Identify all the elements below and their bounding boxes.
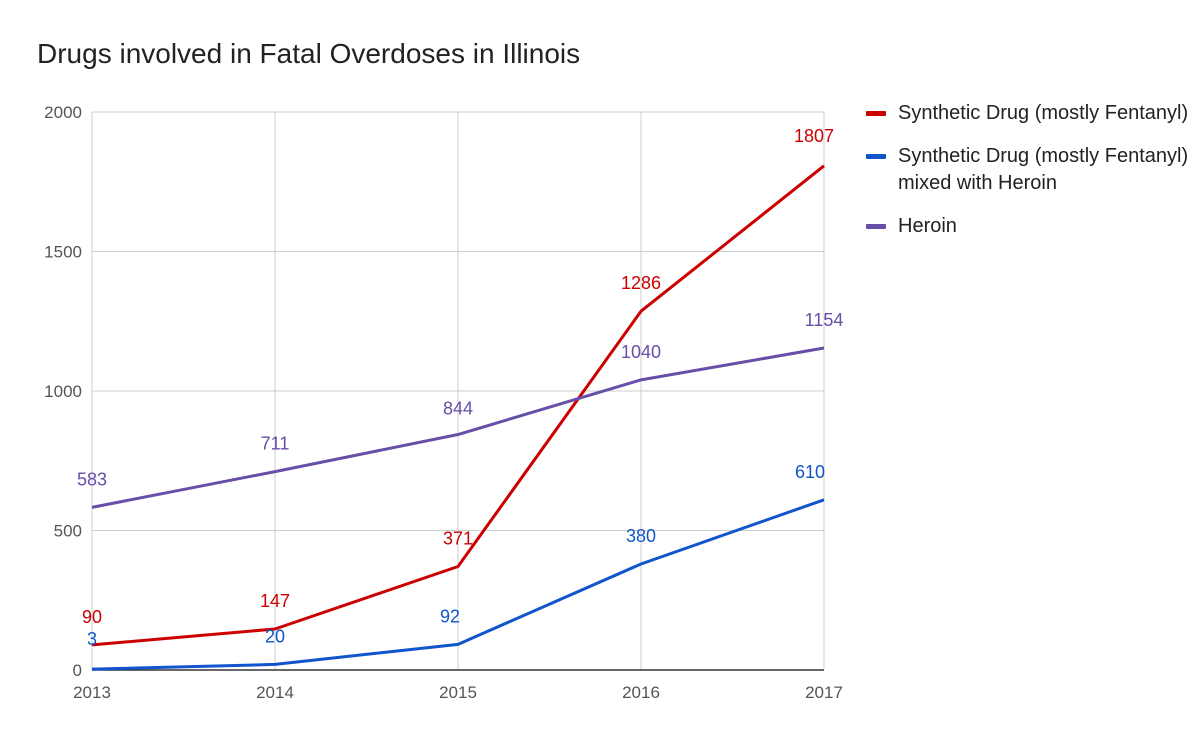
legend-label-synthetic: Synthetic Drug (mostly Fentanyl) [898,102,1189,124]
legend-item-synthetic-heroin[interactable]: Synthetic Drug (mostly Fentanyl) mixed w… [866,143,1196,197]
series-synthetic-data-label: 1286 [621,273,661,293]
y-tick-label: 0 [73,661,82,680]
data-labels: 90 147 371 1286 1807 3 20 92 380 610 583 711 844 1040… [77,126,843,649]
series-synthetic-heroin-line [91,498,825,671]
legend-item-heroin[interactable]: Heroin [866,213,1196,240]
y-tick-label: 500 [54,522,82,541]
grid [91,111,825,670]
y-tick-label: 1500 [44,243,82,262]
series-heroin-data-label: 844 [443,399,473,419]
y-tick-label: 1000 [44,382,82,401]
series-synthetic-data-label: 90 [82,607,102,627]
legend-swatch-synthetic [866,111,886,116]
series-heroin-data-label: 1040 [621,342,661,362]
series-heroin-line [91,346,825,509]
legend-label-heroin: Heroin [898,215,957,237]
x-tick-label: 2017 [805,683,843,702]
series-heroin-data-label: 1154 [805,310,844,330]
legend-label-synthetic-heroin: Synthetic Drug (mostly Fentanyl) mixed w… [898,145,1189,194]
axes: 0 500 1000 1500 2000 2013 2014 2015 2016 2017 [44,103,843,702]
series-synthetic-line [91,164,825,647]
series-heroin-data-label: 711 [261,434,290,454]
series-synthetic-heroin-data-label: 20 [265,626,285,646]
legend-swatch-heroin [866,224,886,229]
series-synthetic-data-label: 147 [260,591,290,611]
legend: Synthetic Drug (mostly Fentanyl) Synthet… [866,100,1196,256]
x-tick-label: 2014 [256,683,294,702]
x-tick-label: 2015 [439,683,477,702]
chart-title: Drugs involved in Fatal Overdoses in Ill… [37,38,581,69]
series-synthetic-heroin-data-label: 380 [626,526,656,546]
series-synthetic-heroin-data-label: 3 [87,629,97,649]
series-heroin-data-label: 583 [77,469,107,489]
legend-swatch-synthetic-heroin [866,154,886,159]
x-tick-label: 2016 [622,683,660,702]
y-tick-label: 2000 [44,103,82,122]
series-lines [91,164,825,671]
legend-item-synthetic[interactable]: Synthetic Drug (mostly Fentanyl) [866,100,1196,127]
x-tick-label: 2013 [73,683,111,702]
series-synthetic-heroin-data-label: 610 [795,462,825,482]
series-synthetic-data-label: 371 [443,528,473,548]
series-synthetic-data-label: 1807 [794,126,834,146]
series-synthetic-heroin-data-label: 92 [440,606,460,626]
